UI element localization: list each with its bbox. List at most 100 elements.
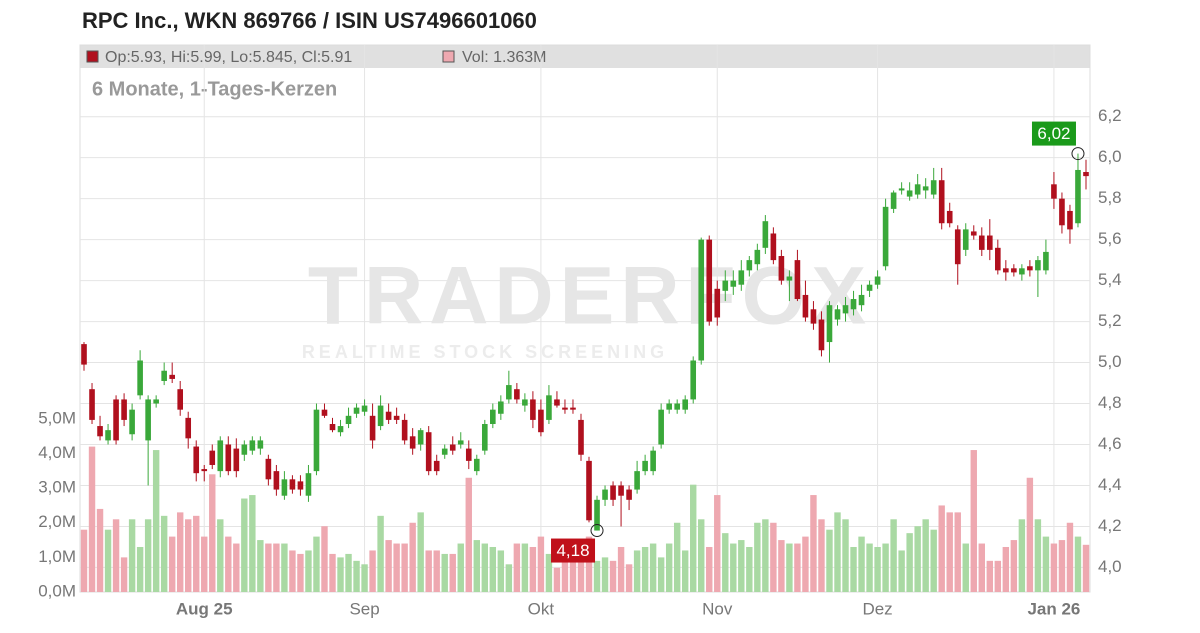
candle-body (1035, 260, 1041, 271)
annotation-label: 4,18 (556, 541, 589, 560)
volume-bar (802, 536, 809, 592)
volume-bar (834, 512, 841, 592)
volume-bar (401, 543, 408, 592)
candle-body (746, 260, 753, 271)
candle-body (273, 471, 280, 490)
volume-bar (681, 550, 689, 592)
volume-bar (281, 543, 288, 592)
candle-body (217, 440, 224, 472)
candle-body (522, 399, 528, 406)
volume-bar (489, 546, 497, 592)
candle-body (409, 436, 416, 449)
candle-body (145, 399, 151, 441)
volume-bar (1074, 536, 1082, 592)
candle-body (978, 235, 985, 250)
candle-body (530, 399, 536, 420)
volume-bar (120, 557, 128, 592)
x-tick-label: Nov (702, 599, 733, 618)
volume-bar (625, 564, 633, 592)
subtitle: 6 Monate, 1-Tages-Kerzen (92, 78, 337, 100)
y2-tick-label: 0,0M (38, 581, 76, 600)
volume-bar (329, 553, 336, 592)
x-tick-label: Aug 25 (176, 599, 233, 618)
volume-bar (168, 536, 176, 592)
candle-body (954, 229, 961, 265)
volume-bar (730, 543, 737, 592)
candle-body (546, 395, 552, 420)
volume-bar (866, 543, 873, 592)
volume-bar (273, 543, 280, 592)
candle-body (425, 432, 432, 472)
candle-body (578, 419, 584, 455)
candle-body (738, 270, 745, 285)
volume-bar (818, 519, 825, 592)
candle-body (930, 180, 937, 195)
candle-body (377, 405, 384, 427)
volume-bar (425, 550, 432, 592)
volume-bar (1034, 519, 1042, 592)
volume-bar (962, 543, 969, 592)
watermark-brand: TRADERFOX (308, 251, 872, 342)
y2-tick-label: 3,0M (38, 478, 76, 497)
candle-body (730, 280, 737, 287)
volume-bar (609, 560, 617, 592)
candle-body (337, 426, 344, 433)
y2-tick-label: 4,0M (38, 443, 76, 462)
candle-body (353, 407, 360, 414)
volume-bar (633, 550, 641, 592)
volume-bar (794, 543, 801, 592)
candle-body (121, 399, 127, 420)
volume-bar (497, 550, 505, 592)
candle-body (1019, 268, 1025, 275)
volume-bar (417, 512, 424, 592)
candle-body (385, 411, 392, 420)
candle-body (457, 440, 464, 445)
volume-bar (882, 543, 889, 592)
candle-body (449, 444, 456, 451)
volume-bar (112, 519, 120, 592)
candle-body (506, 385, 512, 400)
volume-bar (569, 553, 577, 592)
candle-body (986, 235, 993, 250)
candle-body (658, 409, 664, 445)
candle-body (417, 430, 424, 445)
legend-band (80, 45, 1090, 68)
candle-body (874, 276, 881, 285)
candle-body (177, 389, 184, 410)
candle-body (433, 460, 440, 472)
volume-bar (706, 546, 713, 592)
candle-body (265, 458, 272, 480)
candle-body (714, 288, 721, 318)
extreme-marker (590, 524, 604, 538)
candle-body (650, 450, 656, 472)
candle-body (922, 186, 929, 191)
volume-bar (297, 553, 304, 592)
volume-bar (545, 553, 553, 592)
volume-bar (201, 536, 208, 592)
candle-body (369, 415, 376, 441)
candle-body (393, 415, 400, 420)
candle-body (826, 305, 833, 343)
volume-bar (1050, 543, 1058, 592)
candle-body (570, 407, 576, 410)
annotation-box (1031, 121, 1076, 146)
volume-bar (826, 529, 833, 592)
volume-bar (249, 495, 256, 592)
volume-bar (353, 560, 360, 592)
candle-body (834, 309, 841, 320)
candle-body (1067, 210, 1073, 230)
candle-body (129, 409, 135, 435)
volume-bar (673, 522, 681, 592)
volume-bar (1026, 477, 1034, 592)
volume-bar (930, 529, 937, 592)
candle-body (706, 239, 713, 322)
volume-bar (193, 515, 200, 592)
volume-bar (209, 474, 216, 592)
y-tick-label: 4,4 (1098, 475, 1122, 494)
candle-body (490, 409, 496, 425)
volume-bar (762, 519, 769, 592)
volume-bar (906, 533, 913, 592)
candle-body (618, 485, 624, 496)
y-tick-label: 6,0 (1098, 147, 1122, 166)
candle-body (193, 446, 200, 474)
